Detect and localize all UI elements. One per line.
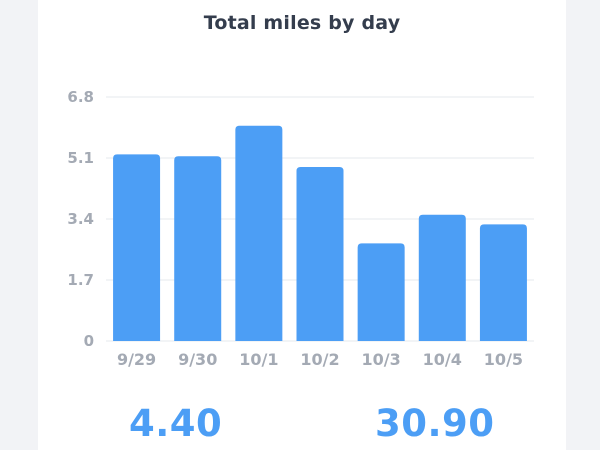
y-tick-label: 0: [84, 332, 94, 350]
bar: [418, 214, 466, 341]
y-tick-label: 5.1: [67, 149, 94, 167]
x-tick-label: 10/3: [362, 350, 401, 369]
bar: [235, 125, 283, 342]
x-tick-label: 10/4: [423, 350, 462, 369]
bar: [174, 156, 222, 341]
x-tick-label: 10/2: [300, 350, 339, 369]
total-miles-value: 30.90: [375, 402, 495, 445]
y-tick-label: 6.8: [67, 88, 94, 106]
x-tick-label: 10/1: [239, 350, 278, 369]
x-tick-label: 9/29: [117, 350, 156, 369]
x-tick-label: 9/30: [178, 350, 217, 369]
bar: [479, 224, 527, 341]
x-tick-label: 10/5: [484, 350, 523, 369]
y-tick-label: 1.7: [67, 271, 94, 289]
bar: [357, 243, 405, 341]
average-miles-value: 4.40: [129, 402, 223, 445]
bar: [296, 166, 344, 341]
bar-chart: 0 1.7 3.4 5.1 6.8 9/29 9/30 10/1 10/2 10/3 10/4 10/…: [67, 88, 534, 369]
chart-title: Total miles by day: [203, 12, 401, 34]
y-tick-label: 3.4: [67, 210, 94, 228]
chart-card: Total miles by day 0 1.7 3.4 5.1 6.8 9/29 9/30…: [38, 0, 566, 450]
bar: [113, 154, 161, 341]
